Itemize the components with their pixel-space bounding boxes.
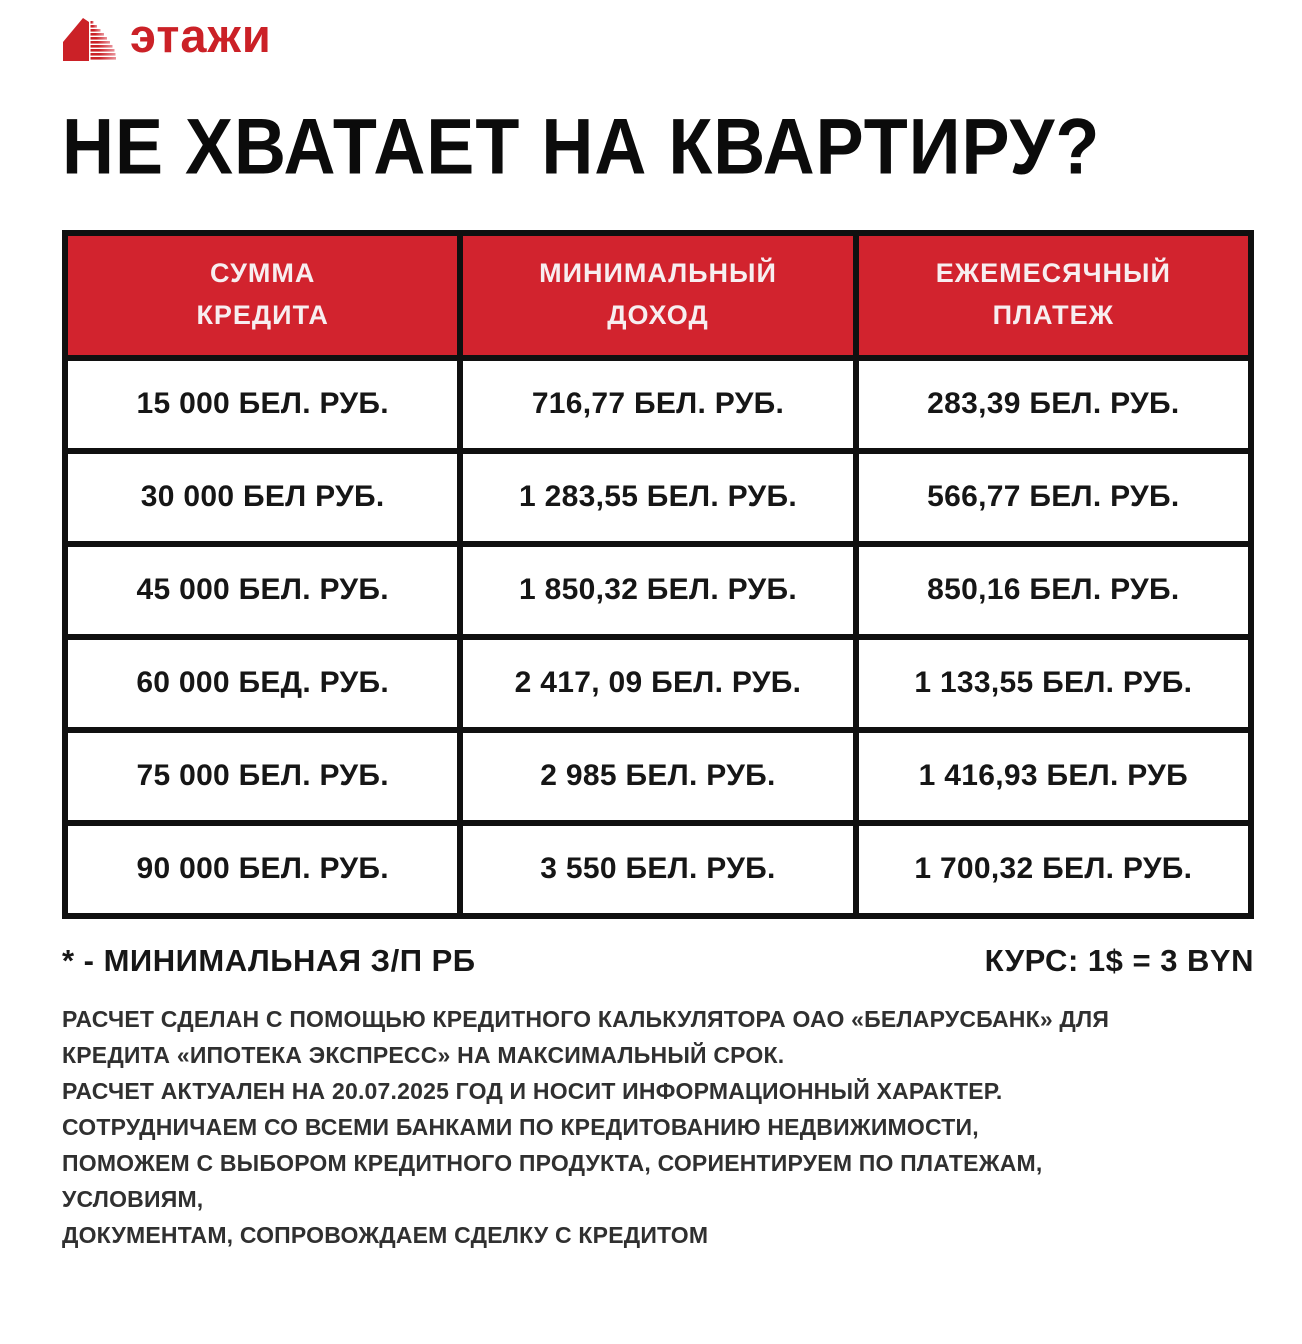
cell-monthly-payment: 1 133,55 БЕЛ. РУБ. (852, 633, 1255, 733)
disclaimer-line: КРЕДИТА «ИПОТЕКА ЭКСПРЕСС» НА МАКСИМАЛЬН… (62, 1041, 785, 1068)
cell-minimum-income: 3 550 БЕЛ. РУБ. (457, 819, 859, 919)
cell-loan-amount: 30 000 БЕЛ РУБ. (61, 447, 464, 547)
cell-monthly-payment: 1 416,93 БЕЛ. РУБ (852, 726, 1255, 826)
column-header-monthly-payment: ЕЖЕМЕСЯЧНЫЙ ПЛАТЕЖ (852, 229, 1255, 361)
footnote-row: * - МИНИМАЛЬНАЯ З/П РБ КУРС: 1$ = 3 BYN (62, 943, 1254, 979)
cell-monthly-payment: 1 700,32 БЕЛ. РУБ. (852, 819, 1255, 919)
cell-loan-amount: 60 000 БЕД. РУБ. (61, 633, 464, 733)
cell-minimum-income: 2 417, 09 БЕЛ. РУБ. (457, 633, 859, 733)
cell-loan-amount: 45 000 БЕЛ. РУБ. (61, 540, 464, 640)
column-header-loan-amount: СУММА КРЕДИТА (61, 229, 464, 361)
loan-table: СУММА КРЕДИТА МИНИМАЛЬНЫЙ ДОХОД ЕЖЕМЕСЯЧ… (61, 229, 1255, 919)
table-row: 30 000 БЕЛ РУБ. 1 283,55 БЕЛ. РУБ. 566,7… (61, 447, 1255, 547)
cell-monthly-payment: 566,77 БЕЛ. РУБ. (852, 447, 1255, 547)
etazhi-house-logo-icon (62, 15, 116, 61)
cell-minimum-income: 716,77 БЕЛ. РУБ. (457, 354, 859, 454)
disclaimer-line: СОТРУДНИЧАЕМ СО ВСЕМИ БАНКАМИ ПО КРЕДИТО… (62, 1113, 979, 1140)
cell-loan-amount: 90 000 БЕЛ. РУБ. (61, 819, 464, 919)
brand-header: этажи (62, 12, 1254, 64)
cell-minimum-income: 1 283,55 БЕЛ. РУБ. (457, 447, 859, 547)
table-row: 75 000 БЕЛ. РУБ. 2 985 БЕЛ. РУБ. 1 416,9… (61, 726, 1255, 826)
disclaimer-line: УСЛОВИЯМ, (62, 1185, 204, 1212)
column-header-minimum-income: МИНИМАЛЬНЫЙ ДОХОД (457, 229, 859, 361)
table-header-row: СУММА КРЕДИТА МИНИМАЛЬНЫЙ ДОХОД ЕЖЕМЕСЯЧ… (61, 229, 1255, 361)
page-title: НЕ ХВАТАЕТ НА КВАРТИРУ? (62, 102, 1101, 191)
table-row: 15 000 БЕЛ. РУБ. 716,77 БЕЛ. РУБ. 283,39… (61, 354, 1255, 454)
cell-monthly-payment: 850,16 БЕЛ. РУБ. (852, 540, 1255, 640)
table-row: 90 000 БЕЛ. РУБ. 3 550 БЕЛ. РУБ. 1 700,3… (61, 819, 1255, 919)
footnote-exchange-rate: КУРС: 1$ = 3 BYN (984, 942, 1254, 978)
cell-loan-amount: 75 000 БЕЛ. РУБ. (61, 726, 464, 826)
cell-minimum-income: 1 850,32 БЕЛ. РУБ. (457, 540, 859, 640)
disclaimer-line: РАСЧЕТ СДЕЛАН С ПОМОЩЬЮ КРЕДИТНОГО КАЛЬК… (62, 1005, 1110, 1032)
table-row: 45 000 БЕЛ. РУБ. 1 850,32 БЕЛ. РУБ. 850,… (61, 540, 1255, 640)
disclaimer-line: РАСЧЕТ АКТУАЛЕН НА 20.07.2025 ГОД И НОСИ… (62, 1077, 1003, 1104)
footnote-minimum-salary: * - МИНИМАЛЬНАЯ З/П РБ (62, 942, 476, 978)
etazhi-logo-text: этажи (130, 8, 272, 62)
cell-monthly-payment: 283,39 БЕЛ. РУБ. (852, 354, 1255, 454)
disclaimer-line: ДОКУМЕНТАМ, СОПРОВОЖДАЕМ СДЕЛКУ С КРЕДИТ… (62, 1221, 709, 1248)
cell-minimum-income: 2 985 БЕЛ. РУБ. (457, 726, 859, 826)
cell-loan-amount: 15 000 БЕЛ. РУБ. (61, 354, 464, 454)
table-row: 60 000 БЕД. РУБ. 2 417, 09 БЕЛ. РУБ. 1 1… (61, 633, 1255, 733)
disclaimer-line: ПОМОЖЕМ С ВЫБОРОМ КРЕДИТНОГО ПРОДУКТА, С… (62, 1149, 1043, 1176)
disclaimer-block: РАСЧЕТ СДЕЛАН С ПОМОЩЬЮ КРЕДИТНОГО КАЛЬК… (62, 1001, 1254, 1253)
